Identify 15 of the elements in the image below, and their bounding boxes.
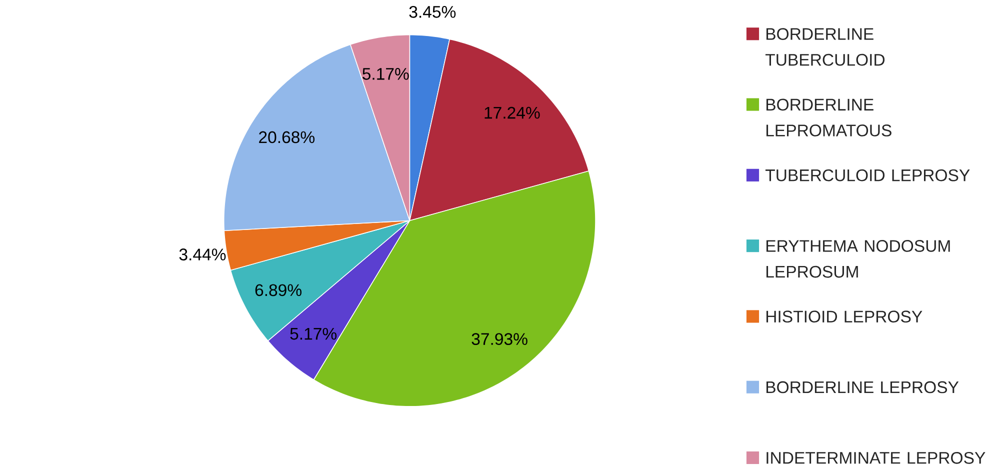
legend-label: INDETERMINATE LEPROSY [766, 452, 986, 464]
data-label: 5.17% [290, 328, 337, 340]
data-label: 20.68% [259, 131, 315, 144]
legend-label: BORDERLINE LEPROSY [766, 381, 959, 394]
data-label: 5.17% [362, 68, 409, 80]
legend-label: HISTIOID LEPROSY [766, 310, 922, 322]
legend-label: TUBERCULOID LEPROSY [765, 169, 970, 182]
data-label: 17.24% [484, 106, 540, 119]
legend-label: BORDERLINE LEPROMATOUS [766, 98, 892, 136]
data-label: 3.44% [179, 248, 226, 260]
data-label: 37.93% [472, 333, 528, 345]
legend-label: BORDERLINE TUBERCULOID [765, 28, 885, 66]
data-label: 3.45% [409, 6, 456, 18]
data-label: 6.89% [255, 284, 302, 296]
legend-label: ERYTHEMA NODOSUM LEPROSUM [766, 240, 950, 278]
